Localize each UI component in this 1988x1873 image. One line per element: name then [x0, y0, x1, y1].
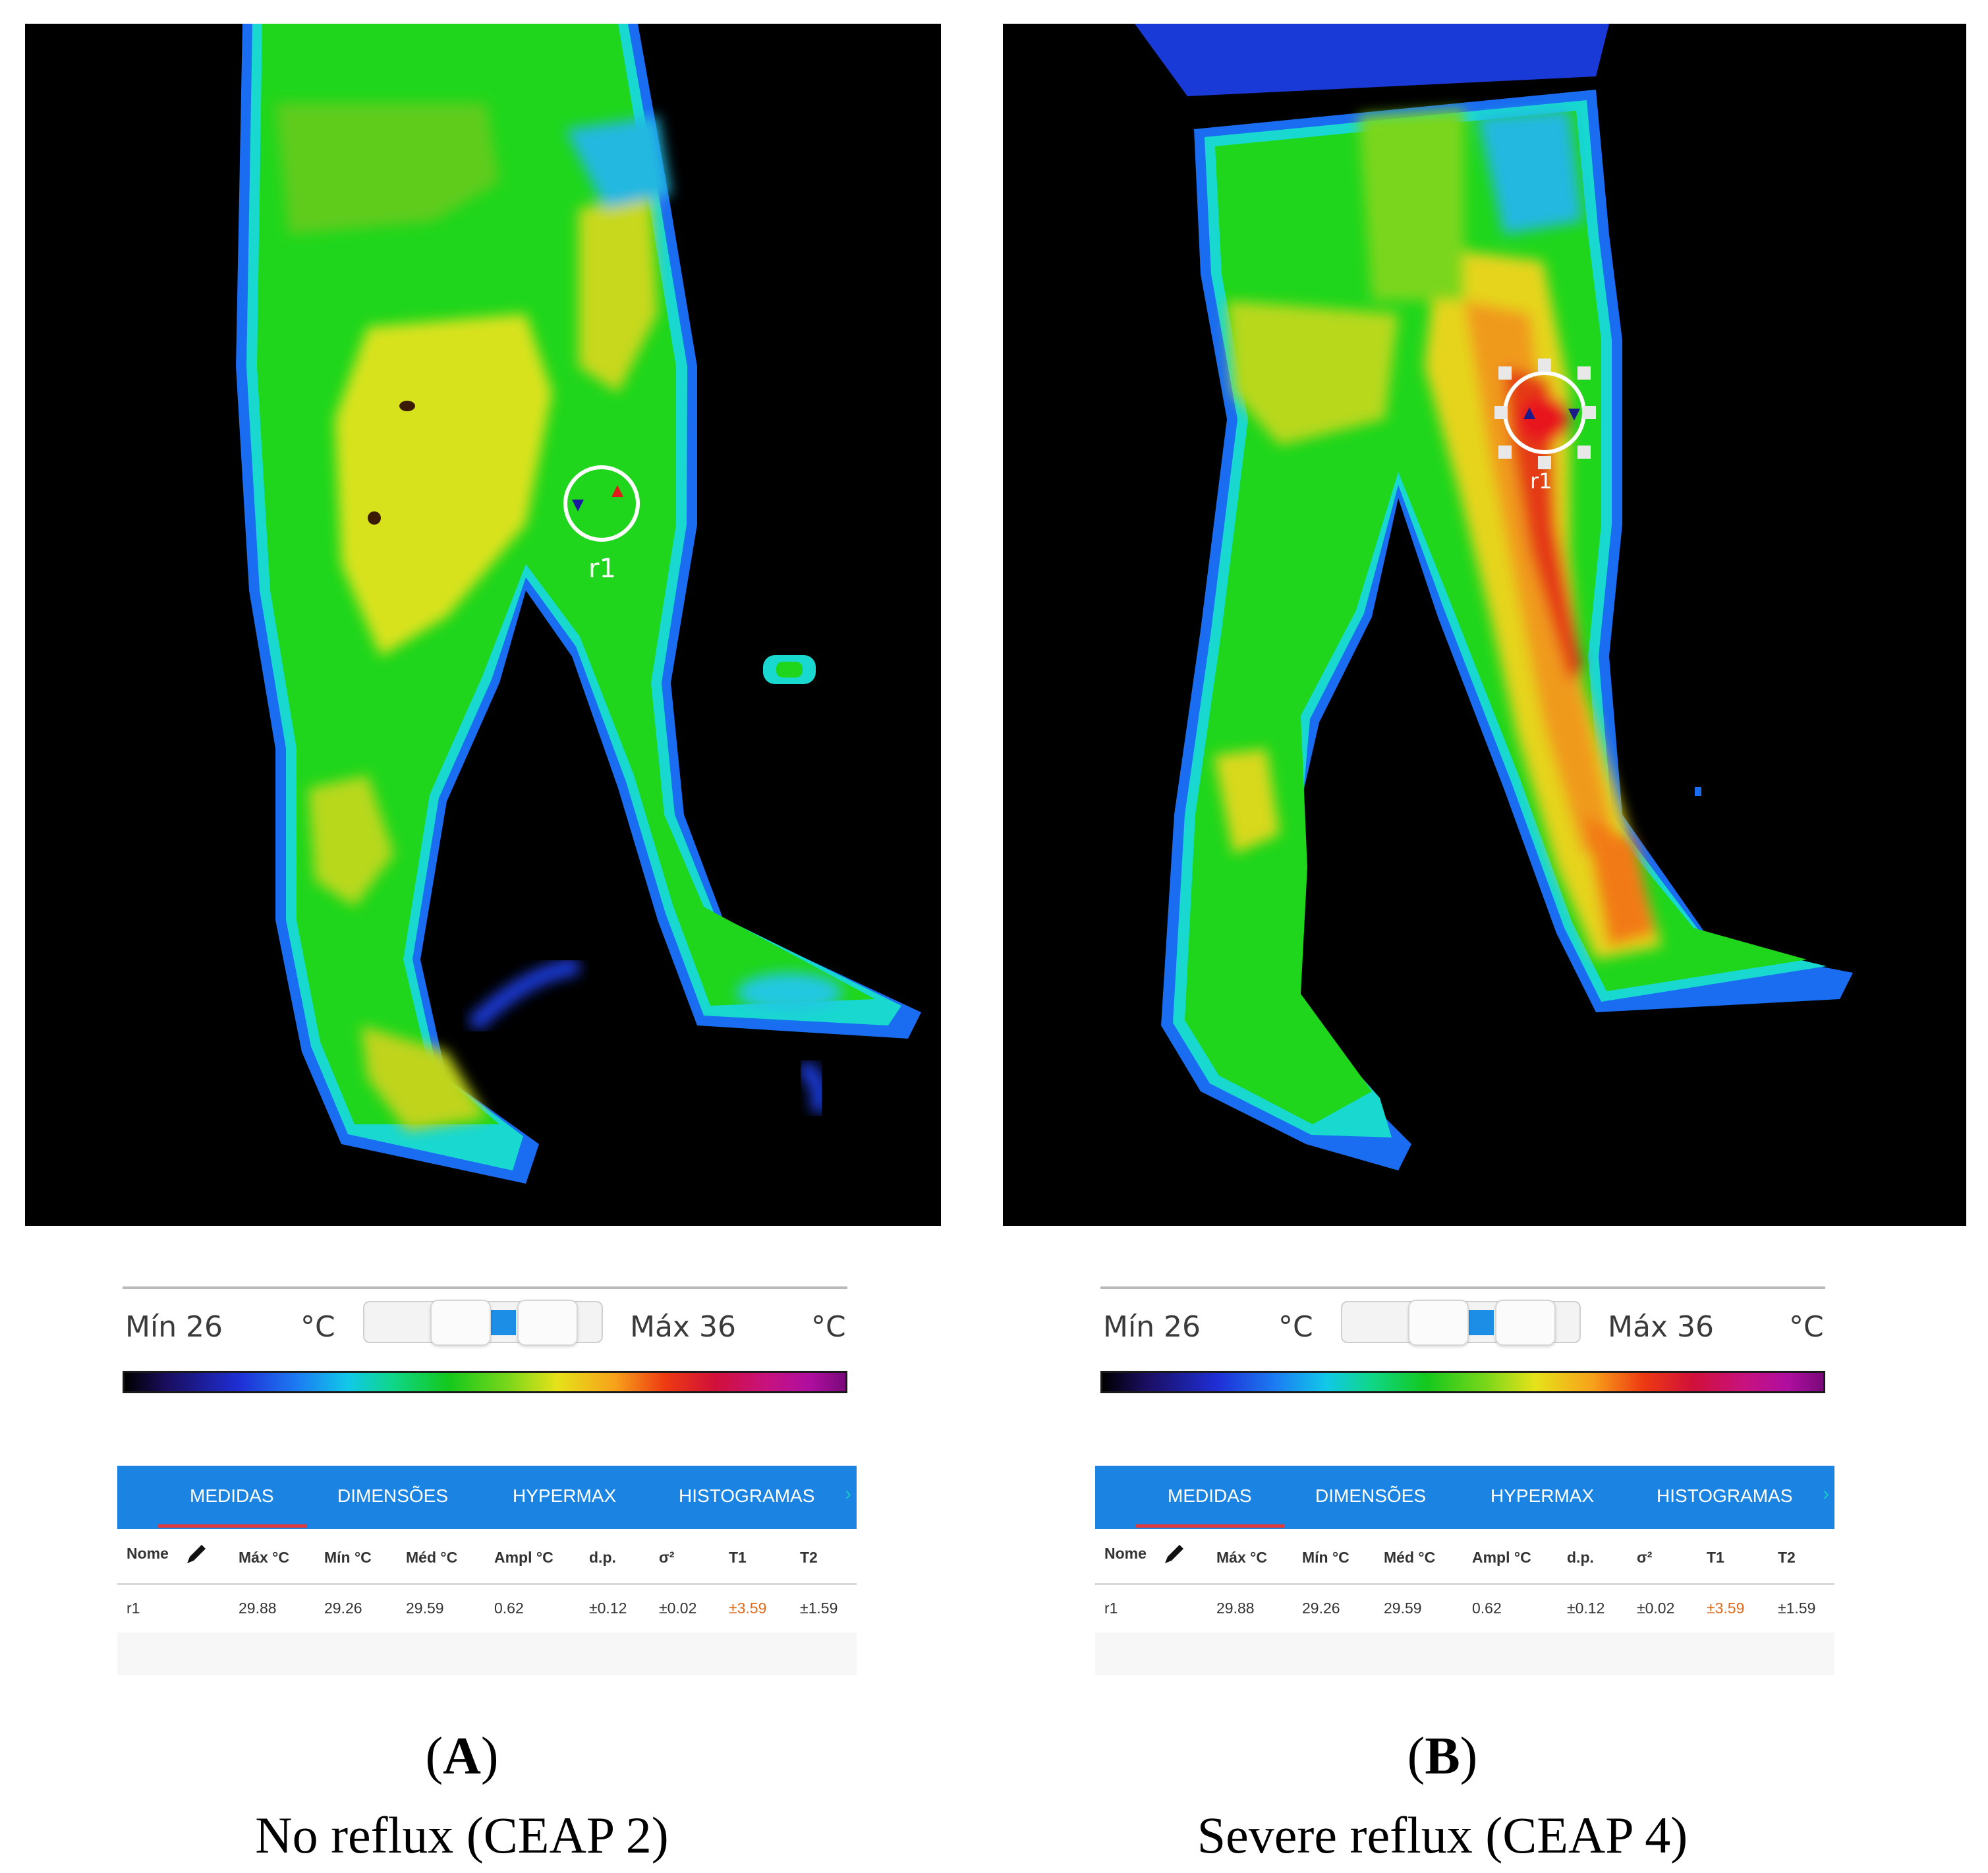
header-t2: T2	[1778, 1549, 1796, 1566]
tab-histogramas[interactable]: HISTOGRAMAS	[1657, 1485, 1793, 1506]
cell-med: 29.59	[406, 1599, 444, 1617]
header-ampl: Ampl °C	[494, 1549, 554, 1566]
panel-caption: No reflux (CEAP 2)	[255, 1806, 669, 1864]
cell-nome: r1	[1104, 1599, 1118, 1617]
scale-max-unit: °C	[1789, 1310, 1824, 1344]
cell-min: 29.26	[324, 1599, 362, 1617]
measurements-widget: MEDIDAS DIMENSÕES HYPERMAX HISTOGRAMAS ›…	[117, 1466, 857, 1675]
cell-nome: r1	[127, 1599, 140, 1617]
cell-ampl: 0.62	[494, 1599, 524, 1617]
panel-letter: (B)	[1407, 1727, 1478, 1785]
active-tab-indicator	[1136, 1524, 1285, 1528]
scale-max-label: Máx 36	[630, 1310, 736, 1344]
temperature-scale: Mín 26 °C Máx 36 °C	[123, 1286, 847, 1398]
thermal-image-no-reflux: r1	[25, 24, 941, 1226]
scale-min-unit: °C	[1278, 1310, 1313, 1344]
header-variance: σ²	[659, 1549, 675, 1566]
cell-max: 29.88	[1216, 1599, 1255, 1617]
tab-medidas[interactable]: MEDIDAS	[190, 1485, 274, 1506]
chevron-right-icon[interactable]: ›	[845, 1483, 851, 1505]
header-med: Méd °C	[1384, 1549, 1436, 1566]
tab-histogramas[interactable]: HISTOGRAMAS	[679, 1485, 815, 1506]
header-nome: Nome	[1104, 1545, 1147, 1562]
table-row[interactable]: r1 29.88 29.26 29.59 0.62 ±0.12 ±0.02 ±3…	[117, 1585, 857, 1632]
measurements-widget: MEDIDAS DIMENSÕES HYPERMAX HISTOGRAMAS ›…	[1095, 1466, 1834, 1675]
cell-variance: ±0.02	[659, 1599, 697, 1617]
cell-t2: ±1.59	[800, 1599, 838, 1617]
table-header: Nome Máx °C Mín °C Méd °C Ampl °C d.p. σ…	[117, 1529, 857, 1585]
color-palette-bar	[1100, 1371, 1825, 1393]
slider-max-handle[interactable]	[517, 1300, 578, 1346]
header-t1: T1	[729, 1549, 747, 1566]
header-max: Máx °C	[239, 1549, 289, 1566]
cell-dp: ±0.12	[589, 1599, 627, 1617]
roi-label: r1	[588, 554, 616, 584]
tab-hypermax[interactable]: HYPERMAX	[513, 1485, 617, 1506]
active-tab-indicator	[158, 1524, 307, 1528]
scale-min-unit: °C	[300, 1310, 335, 1344]
scale-divider	[123, 1286, 847, 1289]
scale-max-unit: °C	[811, 1310, 846, 1344]
tab-dimensoes[interactable]: DIMENSÕES	[1315, 1485, 1427, 1506]
panel-b: r1 Mín 26 °C Máx 36 °C MEDIDAS DIMENSÕES…	[1003, 0, 1972, 1873]
temperature-scale: Mín 26 °C Máx 36 °C	[1100, 1286, 1825, 1398]
header-t1: T1	[1707, 1549, 1724, 1566]
range-slider[interactable]	[363, 1300, 603, 1346]
scale-min-label: Mín 26	[125, 1310, 223, 1344]
color-palette-bar	[123, 1371, 847, 1393]
cell-t1: ±3.59	[1707, 1599, 1745, 1617]
tab-hypermax[interactable]: HYPERMAX	[1491, 1485, 1595, 1506]
header-ampl: Ampl °C	[1472, 1549, 1531, 1566]
cell-t1: ±3.59	[729, 1599, 767, 1617]
header-max: Máx °C	[1216, 1549, 1267, 1566]
chevron-right-icon[interactable]: ›	[1823, 1483, 1829, 1505]
slider-range	[490, 1310, 516, 1335]
header-med: Méd °C	[406, 1549, 458, 1566]
header-variance: σ²	[1637, 1549, 1653, 1566]
header-dp: d.p.	[1567, 1549, 1594, 1566]
panel-caption: Severe reflux (CEAP 4)	[1197, 1806, 1688, 1864]
cell-max: 29.88	[239, 1599, 277, 1617]
cell-med: 29.59	[1384, 1599, 1422, 1617]
slider-max-handle[interactable]	[1495, 1300, 1556, 1346]
panel-letter: (A)	[425, 1727, 499, 1785]
slider-range	[1467, 1310, 1494, 1335]
slider-min-handle[interactable]	[430, 1300, 491, 1346]
cell-dp: ±0.12	[1567, 1599, 1605, 1617]
header-min: Mín °C	[324, 1549, 372, 1566]
pencil-icon[interactable]	[1161, 1541, 1187, 1567]
range-slider[interactable]	[1341, 1300, 1581, 1346]
panel-a: r1 Mín 26 °C Máx 36 °C MEDIDAS DIMENSÕES…	[25, 0, 994, 1873]
tab-bar: MEDIDAS DIMENSÕES HYPERMAX HISTOGRAMAS ›	[1095, 1466, 1834, 1529]
header-min: Mín °C	[1302, 1549, 1349, 1566]
scale-min-label: Mín 26	[1103, 1310, 1201, 1344]
cell-min: 29.26	[1302, 1599, 1340, 1617]
cell-variance: ±0.02	[1637, 1599, 1675, 1617]
thermal-image-severe-reflux: r1	[1003, 24, 1966, 1226]
tab-dimensoes[interactable]: DIMENSÕES	[337, 1485, 449, 1506]
header-nome: Nome	[127, 1545, 169, 1562]
tab-medidas[interactable]: MEDIDAS	[1168, 1485, 1252, 1506]
tab-bar: MEDIDAS DIMENSÕES HYPERMAX HISTOGRAMAS ›	[117, 1466, 857, 1529]
header-dp: d.p.	[589, 1549, 616, 1566]
scale-max-label: Máx 36	[1608, 1310, 1714, 1344]
pencil-icon[interactable]	[183, 1541, 210, 1567]
table-header: Nome Máx °C Mín °C Méd °C Ampl °C d.p. σ…	[1095, 1529, 1834, 1585]
scale-divider	[1100, 1286, 1825, 1289]
table-row[interactable]: r1 29.88 29.26 29.59 0.62 ±0.12 ±0.02 ±3…	[1095, 1585, 1834, 1632]
header-t2: T2	[800, 1549, 818, 1566]
cell-t2: ±1.59	[1778, 1599, 1816, 1617]
slider-min-handle[interactable]	[1408, 1300, 1469, 1346]
roi-label: r1	[1530, 469, 1552, 494]
cell-ampl: 0.62	[1472, 1599, 1502, 1617]
